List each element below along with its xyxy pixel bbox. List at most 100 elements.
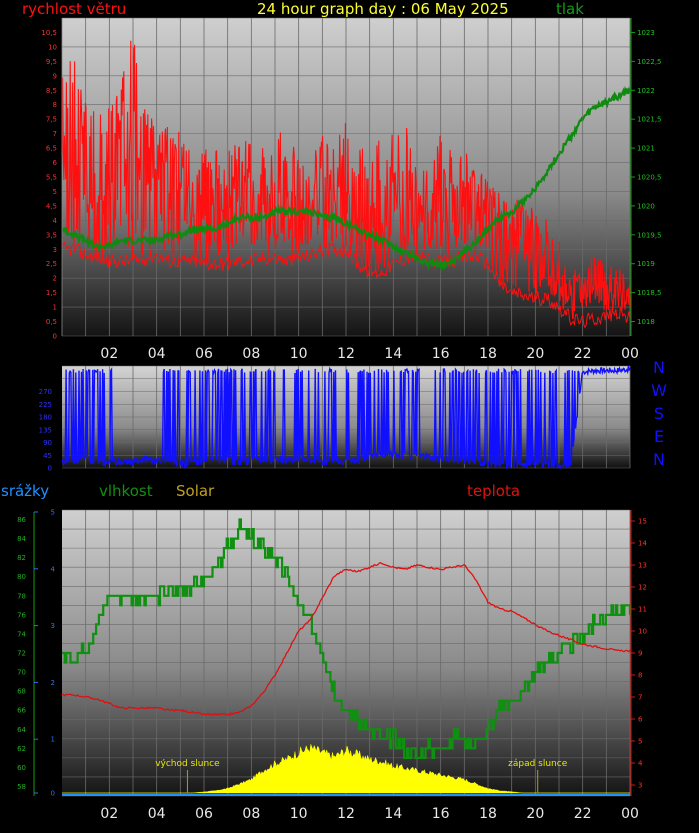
direction-tick-label: 270 (39, 388, 52, 396)
pressure-tick-label: 1022 (637, 87, 655, 95)
humidity-tick-label: 80 (17, 573, 26, 581)
wind-tick-label: 0 (53, 333, 57, 341)
x-tick-label: 22 (574, 346, 592, 362)
x-tick-label: 08 (242, 346, 260, 362)
x-tick-label: 06 (195, 806, 213, 822)
rain-tick-label: 2 (51, 679, 55, 687)
temperature-tick-label: 5 (638, 738, 642, 746)
humidity-tick-label: 62 (17, 745, 26, 753)
humidity-tick-label: 86 (17, 516, 26, 524)
temperature-tick-label: 8 (638, 672, 642, 680)
temperature-tick-label: 10 (638, 628, 647, 636)
pressure-tick-label: 1022,5 (637, 58, 662, 66)
humidity-tick-label: 68 (17, 688, 26, 696)
humidity-tick-label: 58 (17, 783, 26, 791)
temperature-axis-ticks: 3 4 5 6 7 8 9 10 11 12 13 14 15 (630, 510, 647, 796)
rain-tick-label: 0 (51, 790, 55, 798)
wind-tick-label: 3 (53, 246, 57, 254)
x-tick-label: 12 (337, 806, 355, 822)
humidity-tick-label: 64 (17, 726, 26, 734)
wind-tick-label: 10,5 (41, 29, 57, 37)
humidity-line (62, 518, 632, 759)
temperature-tick-label: 7 (638, 694, 642, 702)
pressure-tick-label: 1021 (637, 145, 655, 153)
temperature-tick-label: 4 (638, 760, 643, 768)
direction-tick-label: 90 (43, 439, 52, 447)
x-tick-label: 12 (337, 346, 355, 362)
humidity-tick-label: 76 (17, 611, 26, 619)
humidity-axis-ticks: 58 60 62 64 66 68 70 72 74 76 78 80 82 84 86 (17, 516, 26, 791)
x-tick-label: 20 (526, 346, 544, 362)
x-tick-label: 00 (621, 346, 639, 362)
wind-tick-label: 9,5 (46, 58, 57, 66)
solar-area (62, 744, 630, 794)
rain-tick-label: 3 (51, 622, 55, 630)
wind-tick-label: 6 (53, 159, 58, 167)
wind-tick-label: 8,5 (46, 87, 57, 95)
wind-tick-label: 4,5 (46, 202, 57, 210)
x-tick-label: 10 (290, 346, 308, 362)
temperature-tick-label: 9 (638, 650, 642, 658)
x-tick-label: 02 (100, 346, 118, 362)
temperature-label: teplota (467, 482, 520, 500)
temperature-tick-label: 3 (638, 782, 642, 790)
humidity-tick-label: 74 (17, 630, 26, 638)
sun-annotations: východ slunce západ slunce (155, 759, 568, 793)
direction-tick-label: 0 (48, 465, 52, 473)
wind-label: rychlost větru (22, 0, 126, 18)
pressure-tick-label: 1018,5 (637, 289, 662, 297)
temperature-tick-label: 15 (638, 518, 647, 526)
humidity-label: vlhkost (99, 482, 153, 500)
wind-axis-ticks: 0 0,5 1 1,5 2 2,5 3 3,5 4 4,5 5 5,5 6 6,5 7 7,5 8 8,5 9 9,5… (41, 18, 63, 341)
wind-tick-label: 4 (53, 217, 58, 225)
x-tick-label: 10 (290, 806, 308, 822)
wind-tick-label: 6,5 (46, 145, 57, 153)
wind-tick-label: 7 (53, 130, 57, 138)
wind-tick-label: 5,5 (46, 174, 57, 182)
wind-tick-label: 8 (53, 101, 57, 109)
x-tick-label: 00 (621, 806, 639, 822)
direction-tick-label: 180 (39, 414, 52, 422)
x-tick-label: 04 (148, 806, 166, 822)
x-tick-label: 14 (384, 806, 402, 822)
compass-label: S (654, 404, 664, 423)
temperature-tick-label: 11 (638, 606, 647, 614)
temperature-tick-label: 12 (638, 584, 647, 592)
compass-label: W (651, 381, 667, 400)
wind-tick-label: 1 (53, 304, 57, 312)
humidity-tick-label: 70 (17, 669, 26, 677)
temperature-tick-label: 6 (638, 716, 643, 724)
temperature-line (61, 561, 631, 716)
compass-label: N (653, 358, 665, 377)
wind-base-line (61, 241, 631, 329)
x-tick-label: 22 (574, 806, 592, 822)
direction-tick-label: 45 (43, 452, 52, 460)
pressure-label: tlak (556, 0, 584, 18)
humidity-series (62, 518, 632, 759)
wind-tick-label: 7,5 (46, 116, 57, 124)
wind-tick-label: 2 (53, 275, 57, 283)
sun-annotation-label: západ slunce (508, 759, 568, 769)
wind-tick-label: 9 (53, 72, 57, 80)
rain-tick-label: 5 (51, 509, 55, 517)
wind-tick-label: 5 (53, 188, 57, 196)
solar-label: Solar (176, 482, 215, 500)
x-tick-label: 06 (195, 346, 213, 362)
pressure-tick-label: 1021,5 (637, 116, 662, 124)
x-tick-label: 16 (432, 806, 450, 822)
solar-series (62, 744, 630, 794)
x-axis-ticks-top: 02 04 06 08 10 12 14 16 18 20 22 00 (100, 346, 638, 362)
pressure-series (61, 85, 632, 272)
rain-axis-ticks: 0 1 2 3 4 5 (34, 509, 56, 798)
direction-tick-label: 135 (39, 426, 52, 434)
x-tick-label: 08 (242, 806, 260, 822)
x-tick-label: 16 (432, 346, 450, 362)
pressure-tick-label: 1018 (637, 318, 655, 326)
x-tick-label: 20 (526, 806, 544, 822)
x-tick-label: 02 (100, 806, 118, 822)
direction-axis-ticks: 0 45 90 135 180 225 270 (39, 388, 52, 473)
rain-tick-label: 4 (51, 565, 56, 573)
wind-tick-label: 0,5 (46, 318, 57, 326)
wind-tick-label: 2,5 (46, 260, 57, 268)
